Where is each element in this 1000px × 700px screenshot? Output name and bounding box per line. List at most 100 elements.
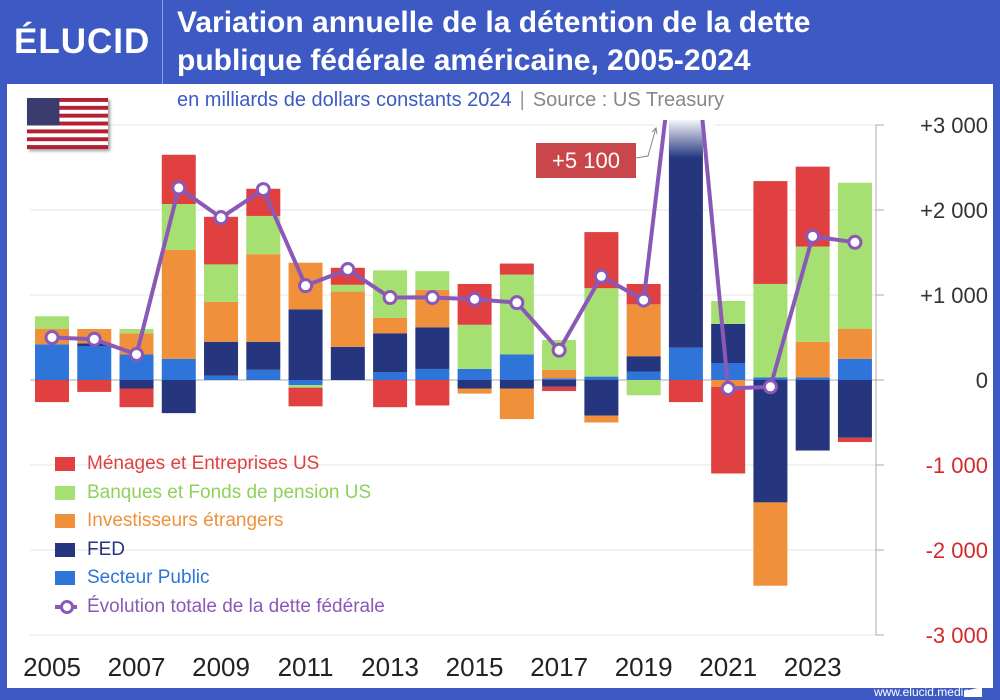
bar-public-2017: [542, 378, 577, 380]
bar-etrangers-2009: [204, 301, 239, 342]
bar-etrangers-2022: [753, 502, 788, 586]
bar-banques-2018: [584, 288, 619, 377]
bar-banques-2023: [795, 246, 830, 342]
logo-box: ÉLUCID: [0, 0, 163, 84]
total-point-2022: [762, 379, 778, 395]
x-tick-label: 2013: [361, 652, 419, 682]
y-tick-label: 0: [976, 368, 988, 393]
legend-label: FED: [87, 538, 125, 560]
title-line-1: Variation annuelle de la détention de la…: [177, 6, 811, 39]
y-tick-label: +2 000: [920, 198, 988, 223]
bar-menages-2011: [288, 387, 323, 407]
bar-etrangers-2012: [330, 291, 365, 347]
bar-banques-2019: [626, 380, 661, 396]
unit-label: en milliards de dollars constants 2024: [177, 89, 512, 111]
total-point-2017: [551, 342, 567, 358]
bar-fed-2008: [161, 380, 196, 414]
legend-item-menages: Ménages et Entreprises US: [55, 450, 385, 479]
bar-public-2023: [795, 377, 830, 380]
total-point-2010: [255, 182, 271, 198]
separator: |: [519, 89, 525, 111]
total-point-2021: [720, 381, 736, 396]
bar-menages-2007: [119, 388, 154, 408]
bar-etrangers-2016: [499, 388, 534, 420]
bar-fed-2016: [499, 380, 534, 389]
bar-etrangers-2023: [795, 341, 830, 378]
footer-url[interactable]: www.elucid.media: [873, 685, 970, 699]
bar-public-2009: [204, 375, 239, 380]
y-tick-label: -2 000: [926, 538, 988, 563]
legend-label: Secteur Public: [87, 567, 210, 589]
total-point-2018: [593, 268, 609, 284]
bar-public-2011: [288, 380, 323, 386]
bar-menages-2005: [35, 380, 69, 403]
x-tick-label: 2015: [446, 652, 504, 682]
bar-banques-2010: [246, 215, 281, 255]
total-point-2007: [129, 347, 145, 362]
bar-fed-2015: [457, 380, 492, 389]
legend-item-etrangers: Investisseurs étrangers: [55, 507, 385, 536]
x-tick-label: 2019: [615, 652, 673, 682]
bar-public-2008: [161, 358, 196, 380]
bar-public-2016: [499, 354, 534, 380]
total-point-2013: [382, 290, 398, 306]
bar-fed-2024: [837, 380, 872, 438]
bar-public-2019: [626, 371, 661, 380]
bar-etrangers-2013: [373, 317, 408, 334]
source-label: Source : US Treasury: [532, 89, 725, 111]
bar-menages-2014: [415, 380, 450, 406]
bar-banques-2009: [204, 264, 239, 302]
bar-etrangers-2019: [626, 304, 661, 357]
bar-public-2018: [584, 376, 619, 380]
x-tick-label: 2023: [784, 652, 842, 682]
x-tick-label: 2011: [278, 652, 334, 682]
legend-label: Évolution totale de la dette fédérale: [87, 595, 385, 617]
x-tick-label: 2005: [23, 652, 81, 682]
bar-banques-2007: [119, 329, 154, 334]
x-tick-label: 2021: [699, 652, 757, 682]
bar-menages-2024: [837, 437, 872, 443]
y-tick-label: +1 000: [920, 283, 988, 308]
legend-swatch: [55, 514, 75, 529]
bar-fed-2019: [626, 356, 661, 372]
bar-public-2013: [373, 372, 408, 380]
elucid-logo: ÉLUCID: [14, 22, 151, 61]
title-line-2: publique fédérale américaine, 2005-2024: [177, 44, 751, 77]
bar-menages-2013: [373, 380, 408, 408]
legend-swatch: [55, 457, 75, 472]
bar-fed-2014: [415, 327, 450, 369]
bar-banques-2014: [415, 271, 450, 290]
total-point-2011: [298, 278, 314, 294]
bar-public-2020: [668, 347, 703, 380]
legend-swatch: [55, 542, 75, 557]
legend-item-banques: Banques et Fonds de pension US: [55, 479, 385, 508]
bar-etrangers-2024: [837, 329, 872, 359]
bar-fed-2021: [711, 323, 746, 363]
legend-label: Investisseurs étrangers: [87, 510, 284, 532]
bar-fed-2011: [288, 309, 323, 380]
annotation-arrow: [635, 126, 658, 159]
bar-fed-2017: [542, 380, 577, 387]
bar-public-2005: [35, 344, 69, 380]
bar-menages-2020: [668, 380, 703, 403]
bar-banques-2021: [711, 300, 746, 324]
bar-banques-2005: [35, 316, 69, 329]
bar-fed-2010: [246, 341, 281, 370]
total-point-2014: [424, 290, 440, 306]
bar-fed-2018: [584, 380, 619, 416]
bar-banques-2015: [457, 324, 492, 369]
x-tick-label: 2009: [192, 652, 250, 682]
elucid-mark-icon: [964, 687, 982, 697]
bar-public-2015: [457, 368, 492, 380]
bar-banques-2012: [330, 284, 365, 292]
bar-fed-2012: [330, 346, 365, 380]
legend-swatch: [55, 571, 75, 586]
bar-fed-2009: [204, 341, 239, 376]
y-tick-label: -1 000: [926, 453, 988, 478]
bar-etrangers-2018: [584, 415, 619, 423]
bar-etrangers-2008: [161, 249, 196, 359]
legend-label: Banques et Fonds de pension US: [87, 481, 372, 503]
bar-public-2010: [246, 369, 281, 380]
us-flag-icon: [27, 98, 108, 149]
